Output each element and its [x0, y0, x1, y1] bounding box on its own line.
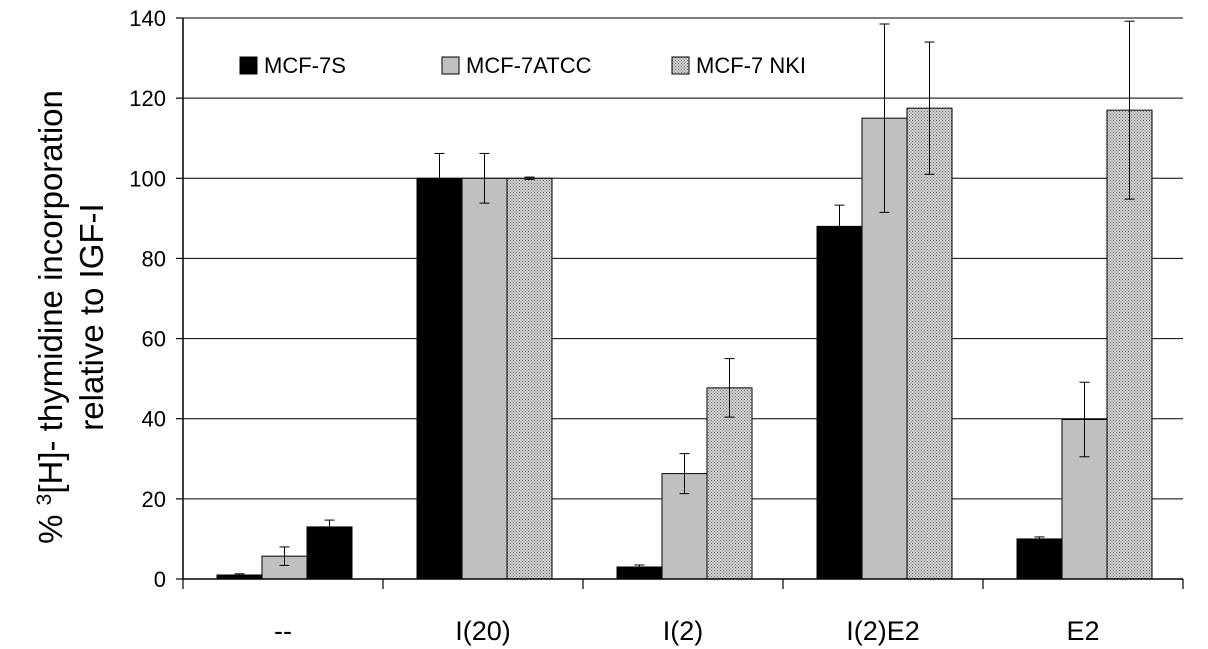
- bar-mcf-7-nki-0: [306, 526, 353, 580]
- y-tick-label-100: 100: [129, 166, 166, 191]
- bar-mcf-7atcc-1: [461, 177, 508, 580]
- bars: [216, 107, 1153, 580]
- legend-swatch-mcf7s: [239, 56, 258, 75]
- bar-mcf-7-nki-3: [906, 107, 953, 580]
- bar-mcf-7-nki-1: [506, 177, 553, 580]
- y-tick-label-40: 40: [142, 407, 166, 432]
- y-axis-label-line1: % 3[H]- thymidine incorporation: [32, 90, 69, 544]
- bar-mcf-7-nki-2: [706, 387, 753, 580]
- y-tick-label-20: 20: [142, 487, 166, 512]
- gridlines: [183, 17, 1183, 500]
- y-tick-label-60: 60: [142, 327, 166, 352]
- legend-label-mcf7s: MCF-7S: [264, 53, 346, 78]
- legend-label-mcf7atcc: MCF-7ATCC: [466, 53, 592, 78]
- x-tick-label-0: --: [274, 616, 292, 646]
- bar-mcf-7s-1: [416, 177, 463, 580]
- legend: MCF-7S MCF-7ATCC MCF-7 NKI: [239, 53, 806, 78]
- legend-swatch-mcf7nki: [671, 56, 690, 75]
- x-tick-labels: -- I(20) I(2) I(2)E2 E2: [274, 616, 1100, 646]
- y-axis-label-line2: relative to IGF-I: [73, 203, 110, 430]
- legend-swatch-mcf7atcc: [441, 56, 460, 75]
- y-tick-label-140: 140: [129, 6, 166, 31]
- y-tick-label-0: 0: [154, 567, 166, 592]
- x-tick-label-1: I(20): [455, 616, 511, 646]
- y-tick-label-80: 80: [142, 246, 166, 271]
- x-tick-label-2: I(2): [663, 616, 704, 646]
- x-tick-label-4: E2: [1066, 616, 1099, 646]
- y-tick-label-120: 120: [129, 86, 166, 111]
- bar-mcf-7s-3: [816, 225, 863, 580]
- legend-label-mcf7nki: MCF-7 NKI: [696, 53, 806, 78]
- axes: [176, 17, 1184, 589]
- x-tick-label-3: I(2)E2: [846, 616, 920, 646]
- error-bars: [234, 20, 1135, 577]
- y-tick-labels: 0 20 40 60 80 100 120 140: [129, 6, 166, 592]
- bar-mcf-7s-4: [1016, 538, 1063, 580]
